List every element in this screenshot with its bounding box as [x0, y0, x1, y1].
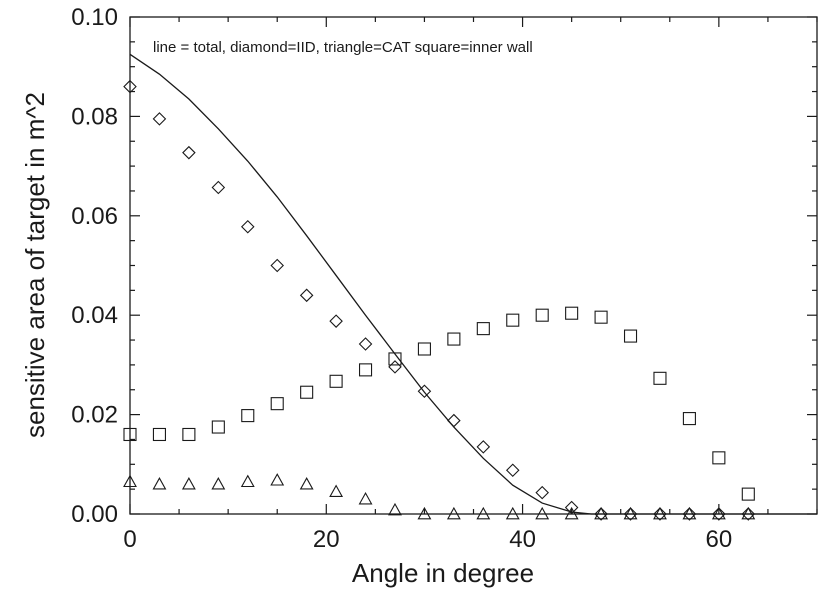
square-point [329, 374, 343, 388]
diamond-point [152, 112, 167, 126]
triangle-point [653, 506, 667, 520]
x-tick-label: 40 [509, 526, 536, 553]
diamond-point [270, 258, 284, 273]
diamond-point [594, 507, 608, 521]
square-point [565, 306, 579, 320]
square-point [358, 363, 373, 377]
square-point [712, 451, 726, 465]
triangle-point [476, 506, 491, 520]
diamond-point [329, 314, 343, 328]
diamond-point [653, 507, 667, 521]
diamond-point [123, 79, 137, 94]
series-layer [123, 53, 817, 521]
square-point [123, 427, 137, 442]
diamond-point [447, 413, 461, 428]
square-point [211, 420, 225, 434]
triangle-point [535, 506, 550, 520]
square-point [682, 412, 696, 426]
triangle-point [358, 491, 373, 505]
x-axis-title: Angle in degree [352, 558, 534, 588]
diamond-point [388, 360, 402, 374]
diamond-point [417, 384, 432, 399]
triangle-point [388, 502, 402, 516]
triangle-point [123, 474, 137, 488]
y-axis-title: sensitive area of target in m^2 [20, 92, 50, 438]
y-tick-label: 0.04 [71, 302, 118, 329]
x-tick-label: 0 [123, 526, 136, 553]
diamond-point [712, 507, 726, 521]
triangle-point [741, 506, 756, 520]
diamond-point [682, 507, 697, 521]
square-point [741, 487, 755, 501]
y-tick-label: 0.06 [71, 203, 118, 230]
triangle-point [299, 477, 314, 490]
ticks-layer: 0 20 40 60 0.00 0.02 0.04 0.06 0.08 0.10 [71, 4, 818, 553]
x-tick-label: 20 [313, 526, 340, 553]
square-point [182, 427, 196, 442]
triangle-point [564, 506, 579, 520]
square-point [417, 342, 431, 356]
triangle-point [594, 506, 609, 520]
square-point [152, 427, 166, 442]
triangle-point [211, 477, 226, 490]
series-line [129, 53, 817, 515]
diamond-point [182, 145, 196, 160]
diamond-point [240, 219, 255, 234]
diamond-point [535, 485, 549, 500]
diamond-point [623, 507, 638, 521]
plot-frame [129, 16, 818, 515]
annotation-text: line = total, diamond=IID, triangle=CAT … [153, 39, 533, 56]
diamond-point [358, 337, 373, 351]
triangle-point [623, 506, 638, 520]
square-point [506, 313, 520, 327]
triangle-point [446, 506, 461, 520]
square-point [476, 322, 490, 336]
triangle-point [240, 474, 255, 488]
square-point [241, 409, 255, 423]
diamond-point [564, 500, 579, 515]
triangle-point [152, 477, 167, 490]
square-point [653, 371, 667, 385]
series-square [123, 306, 755, 501]
diamond-point [211, 180, 226, 195]
series-triangle [123, 473, 756, 520]
square-point [270, 397, 284, 411]
triangle-point [270, 473, 285, 486]
square-point [388, 352, 402, 366]
square-point [447, 332, 461, 346]
triangle-point [711, 506, 726, 520]
diamond-point [741, 507, 756, 521]
triangle-point [181, 477, 196, 490]
triangle-point [417, 506, 432, 520]
y-tick-label: 0.02 [71, 402, 118, 429]
x-tick-label: 60 [706, 526, 733, 553]
triangle-point [682, 506, 697, 520]
y-tick-label: 0.08 [71, 103, 118, 130]
series-diamond [123, 79, 756, 521]
square-point [623, 329, 638, 343]
y-tick-label: 0.10 [71, 4, 118, 31]
triangle-point [329, 484, 344, 497]
diamond-point [299, 288, 314, 303]
square-point [535, 308, 549, 322]
series-line [129, 53, 817, 515]
y-tick-label: 0.00 [71, 501, 118, 528]
diamond-point [505, 463, 520, 478]
square-point [300, 385, 314, 399]
triangle-point [505, 506, 520, 520]
diamond-point [476, 440, 491, 454]
square-point [594, 310, 608, 324]
